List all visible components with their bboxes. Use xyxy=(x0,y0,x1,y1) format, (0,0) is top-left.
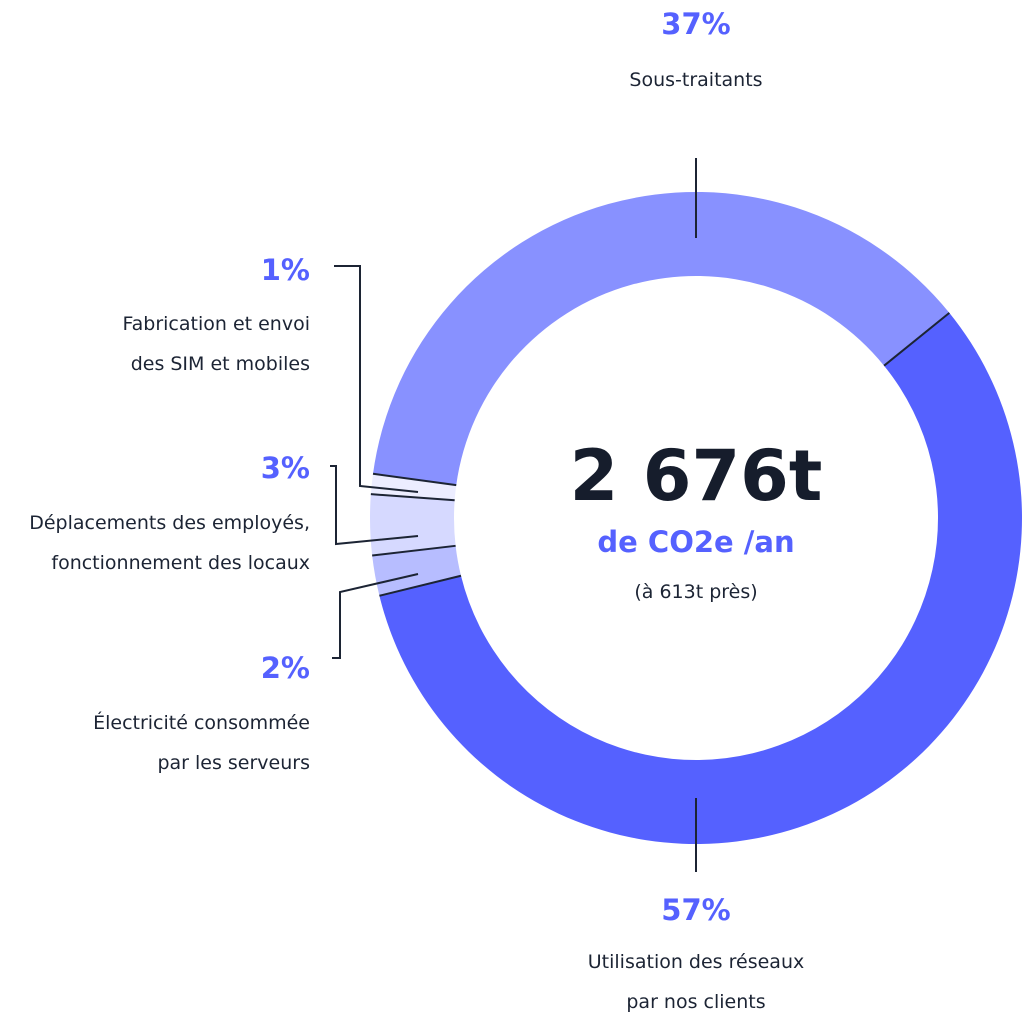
slice-separators xyxy=(370,312,950,597)
slice-2 xyxy=(370,494,456,556)
slice-labels: 57% Utilisation des réseaux par nos client… xyxy=(29,7,804,1013)
donut-slices xyxy=(370,191,1022,844)
slice-name-0-1: par nos clients xyxy=(626,991,765,1013)
leader-lines xyxy=(330,158,697,872)
center-unit: de CO2e /an xyxy=(597,525,794,559)
slice-0 xyxy=(379,312,1022,844)
slice-name-1-0: Électricité consommée xyxy=(93,711,310,734)
slice-name-0-0: Utilisation des réseaux xyxy=(588,951,804,973)
data-label-2: 3% xyxy=(261,451,310,485)
separator-3 xyxy=(370,493,455,502)
slice-3 xyxy=(370,473,457,501)
slice-4 xyxy=(373,191,950,486)
center-total: 2 676t xyxy=(570,435,823,517)
data-label-1: 2% xyxy=(261,651,310,685)
leader-3 xyxy=(334,265,419,493)
slice-1 xyxy=(372,545,461,596)
leader-1 xyxy=(332,573,419,659)
slice-name-1-1: par les serveurs xyxy=(157,752,310,774)
slice-name-4-0: Sous-traitants xyxy=(629,69,762,91)
separator-1 xyxy=(379,574,462,597)
data-label-3: 1% xyxy=(261,253,310,287)
leader-2 xyxy=(330,465,419,546)
slice-name-2-1: fonctionnement des locaux xyxy=(51,552,310,574)
separator-0 xyxy=(883,312,950,367)
data-label-4: 37% xyxy=(661,7,730,41)
data-label-0: 57% xyxy=(661,893,730,927)
slice-name-3-0: Fabrication et envoi xyxy=(122,313,310,335)
slice-name-3-1: des SIM et mobiles xyxy=(131,353,310,375)
center-note: (à 613t près) xyxy=(634,581,757,603)
separator-2 xyxy=(372,544,456,557)
separator-4 xyxy=(372,472,457,487)
slice-name-2-0: Déplacements des employés, xyxy=(29,512,310,534)
